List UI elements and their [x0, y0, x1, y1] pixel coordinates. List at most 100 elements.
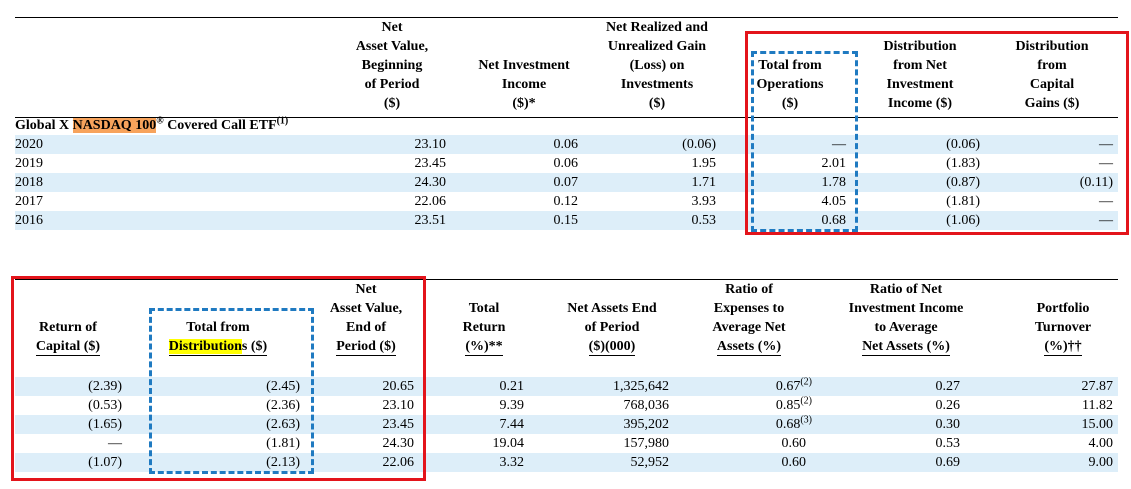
- header-text: Assets (%): [716, 338, 782, 356]
- column-header: Net: [266, 280, 466, 299]
- header-text: Investment Income: [848, 300, 964, 316]
- table-cell: 0.26: [935, 397, 961, 413]
- column-header: Ratio of Net: [806, 280, 1006, 299]
- cell-value: 0.67: [775, 378, 801, 394]
- column-header: End of: [266, 318, 466, 337]
- header-text: ($)*: [512, 95, 536, 111]
- column-header: of Period: [292, 75, 492, 94]
- row-band: [15, 172, 1118, 192]
- column-header: Return: [384, 318, 584, 337]
- table-cell: 0.60: [781, 435, 807, 451]
- header-text: Income: [501, 76, 547, 92]
- header-text: ($): [781, 95, 799, 111]
- column-header: Asset Value,: [266, 299, 466, 318]
- header-text: Net Assets End: [567, 300, 657, 316]
- column-header: Turnover: [963, 318, 1131, 337]
- table-cell: (1.65): [88, 416, 122, 432]
- trademark: ®: [156, 114, 164, 126]
- column-header: Gains ($): [952, 94, 1131, 113]
- header-text: Capital ($): [35, 338, 101, 356]
- column-header: (Loss) on: [557, 56, 757, 75]
- table-cell: —: [1099, 155, 1113, 171]
- table-cell: 0.27: [935, 378, 961, 394]
- column-header: ($)(000): [512, 337, 712, 356]
- column-header: Portfolio: [963, 299, 1131, 318]
- footnote-ref: (2): [800, 375, 812, 387]
- fund-text: Global X: [15, 117, 73, 133]
- header-text: Net Investment: [478, 57, 570, 73]
- table-cell: —: [108, 435, 122, 451]
- row-band: [15, 414, 1118, 434]
- column-header: of Period: [512, 318, 712, 337]
- column-header: Average Net: [649, 318, 849, 337]
- table-cell: 1.71: [691, 174, 717, 190]
- column-header: Net: [292, 18, 492, 37]
- table-cell: 1,325,642: [613, 378, 669, 394]
- table-cell: 7.44: [499, 416, 525, 432]
- column-header: Assets (%): [649, 337, 849, 356]
- table-cell: 15.00: [1081, 416, 1114, 432]
- table-cell: 0.15: [553, 212, 579, 228]
- header-text: s ($): [241, 338, 268, 354]
- table-cell: (1.06): [946, 212, 980, 228]
- table-cell: 0.67(2): [775, 375, 812, 396]
- header-text: Operations: [756, 76, 824, 92]
- table-cell: (2.13): [266, 454, 300, 470]
- header-text: Income ($): [887, 95, 953, 111]
- table-cell: 0.69: [935, 454, 961, 470]
- column-header: Investment Income: [806, 299, 1006, 318]
- column-header: Unrealized Gain: [557, 37, 757, 56]
- column-header: Return of: [0, 318, 168, 337]
- column-header: Net Realized and: [557, 18, 757, 37]
- header-text: Asset Value,: [355, 38, 429, 54]
- column-header: ($): [557, 94, 757, 113]
- table-cell: 1.95: [691, 155, 717, 171]
- dashed-box: [149, 308, 314, 474]
- header-text: Distribution: [883, 38, 957, 54]
- table-cell: 395,202: [623, 416, 670, 432]
- column-header: ($)*: [424, 94, 624, 113]
- table-cell: 0.53: [691, 212, 717, 228]
- column-header: from: [952, 56, 1131, 75]
- table-cell: 20.65: [382, 378, 415, 394]
- header-text: Expenses to: [713, 300, 785, 316]
- fund-name: Global X NASDAQ 100® Covered Call ETF(1): [15, 114, 288, 135]
- table-cell: 23.10: [414, 136, 447, 152]
- table-cell: 24.30: [414, 174, 447, 190]
- table-cell: (2.39): [88, 378, 122, 394]
- table-cell: 52,952: [630, 454, 670, 470]
- row-year: 2017: [15, 193, 43, 209]
- table-cell: (0.53): [88, 397, 122, 413]
- header-text: ($): [648, 95, 666, 111]
- column-header: Asset Value,: [292, 37, 492, 56]
- header-text: from Net: [893, 57, 947, 73]
- table-cell: (2.36): [266, 397, 300, 413]
- table-cell: (2.63): [266, 416, 300, 432]
- header-text: to Average: [874, 319, 938, 335]
- fund-text: Covered Call ETF: [163, 117, 277, 133]
- table-cell: 22.06: [414, 193, 447, 209]
- column-header: Total: [384, 299, 584, 318]
- column-header: Capital ($): [0, 337, 168, 356]
- header-text: of Period: [584, 319, 640, 335]
- table-cell: 0.06: [553, 155, 579, 171]
- table-cell: 2.01: [821, 155, 847, 171]
- header-text: End of: [345, 319, 387, 335]
- column-header: Investments: [557, 75, 757, 94]
- cell-value: 0.68: [775, 416, 801, 432]
- table-cell: 23.45: [414, 155, 447, 171]
- table-cell: 0.68: [821, 212, 847, 228]
- column-header: Net Investment: [424, 56, 624, 75]
- column-header: Investment: [820, 75, 1020, 94]
- table-cell: 0.21: [499, 378, 525, 394]
- header-text: Unrealized Gain: [607, 38, 707, 54]
- header-text: Average Net: [712, 319, 786, 335]
- column-header: ($): [690, 94, 890, 113]
- header-text: Portfolio: [1036, 300, 1090, 316]
- table-cell: 4.00: [1088, 435, 1114, 451]
- table-cell: 9.39: [499, 397, 525, 413]
- highlight-box: [745, 31, 1129, 235]
- header-text: ($)(000): [588, 338, 636, 356]
- table-cell: 11.82: [1082, 397, 1113, 413]
